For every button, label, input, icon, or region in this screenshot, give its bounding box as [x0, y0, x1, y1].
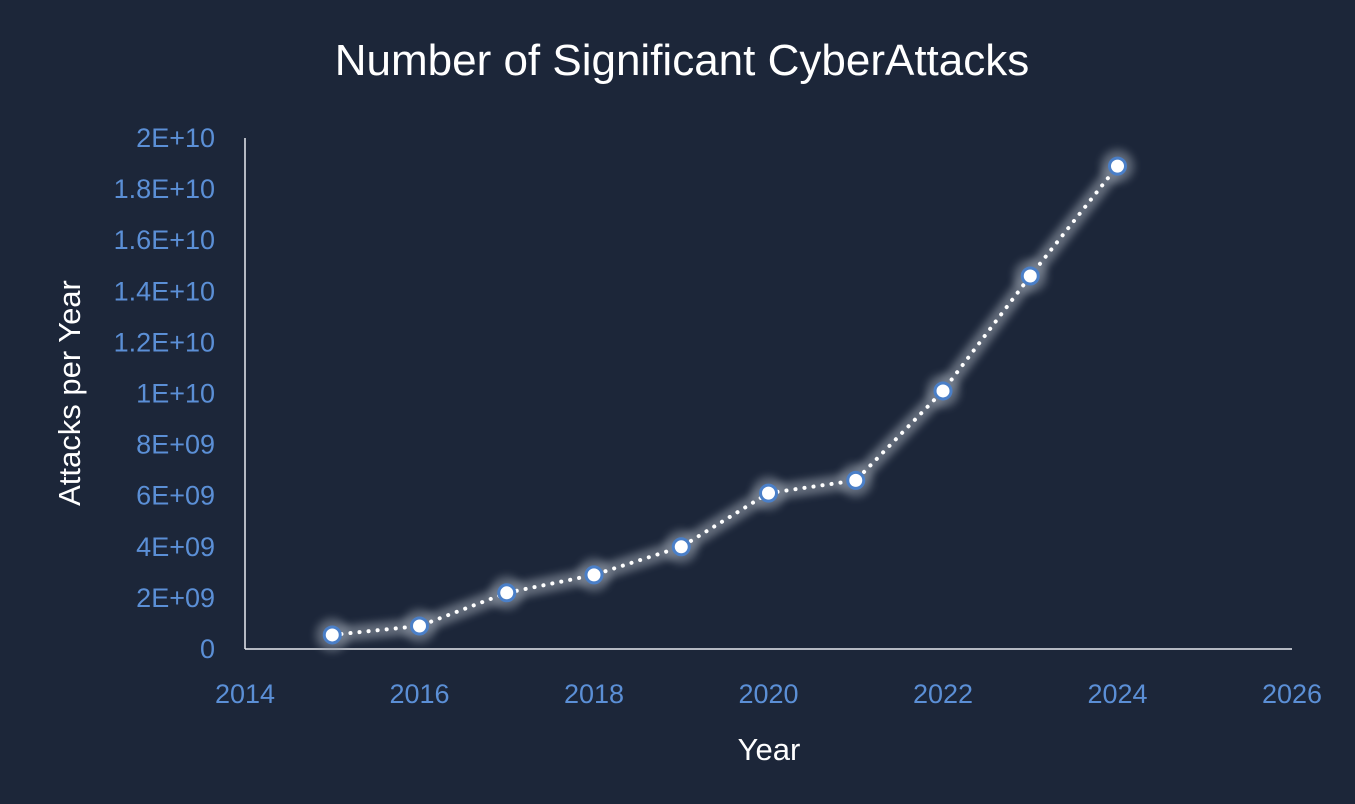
y-tick-label: 0 [200, 634, 215, 664]
y-tick-label: 2E+10 [136, 123, 215, 153]
x-axis-title: Year [738, 732, 801, 767]
y-tick-label: 8E+09 [136, 430, 215, 460]
series-line [330, 164, 1120, 637]
y-tick-label: 2E+09 [136, 583, 215, 613]
y-axis-title: Attacks per Year [52, 280, 87, 506]
x-tick-label: 2018 [564, 679, 624, 709]
y-tick-label: 1.8E+10 [114, 174, 215, 204]
x-tick-label: 2016 [389, 679, 449, 709]
data-point-2015 [322, 625, 342, 645]
data-point-2022 [933, 381, 953, 401]
x-tick-label: 2014 [215, 679, 275, 709]
data-point-2020 [759, 483, 778, 503]
data-point-2016 [410, 616, 429, 636]
x-tick-label: 2026 [1262, 679, 1322, 709]
data-point-2017 [497, 583, 517, 603]
y-tick-label: 6E+09 [136, 481, 215, 511]
chart-title: Number of Significant CyberAttacks [335, 36, 1030, 85]
data-point-2021 [846, 470, 866, 490]
data-point-2018 [584, 565, 604, 585]
y-tick-label: 4E+09 [136, 532, 215, 562]
data-point-2023 [1020, 266, 1040, 286]
x-tick-label: 2022 [913, 679, 973, 709]
data-point-2024 [1108, 156, 1127, 176]
y-tick-label: 1.2E+10 [114, 327, 215, 357]
series-layer [315, 149, 1135, 652]
y-tick-labels: 0 2E+09 4E+09 6E+09 8E+09 1E+10 1.2E+10 1.4E+10… [114, 123, 215, 664]
x-tick-label: 2020 [738, 679, 798, 709]
series-line-glow [324, 158, 1126, 643]
data-point-2019 [671, 537, 691, 557]
y-tick-label: 1.4E+10 [114, 276, 215, 306]
x-tick-label: 2024 [1087, 679, 1147, 709]
x-tick-labels: 2014 2016 2018 2020 2022 2024 2026 [215, 679, 1322, 709]
y-tick-label: 1E+10 [136, 379, 215, 409]
y-tick-label: 1.6E+10 [114, 225, 215, 255]
